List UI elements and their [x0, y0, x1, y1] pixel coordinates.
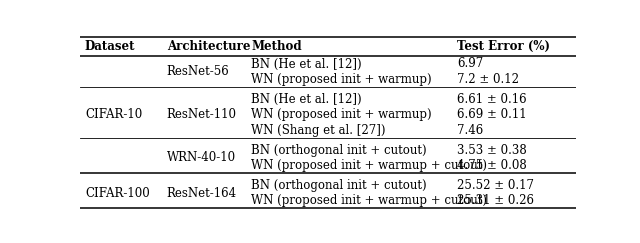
Text: Test Error (%): Test Error (%): [457, 40, 550, 53]
Text: BN (orthogonal init + cutout): BN (orthogonal init + cutout): [251, 179, 427, 192]
Text: CIFAR-100: CIFAR-100: [85, 187, 150, 200]
Text: WN (proposed init + warmup + cutout): WN (proposed init + warmup + cutout): [251, 159, 487, 172]
Text: 4.75 ± 0.08: 4.75 ± 0.08: [457, 159, 527, 172]
Text: BN (He et al. [12]): BN (He et al. [12]): [251, 93, 362, 106]
Text: 6.61 ± 0.16: 6.61 ± 0.16: [457, 93, 527, 106]
Text: 6.97: 6.97: [457, 57, 483, 70]
Text: 25.52 ± 0.17: 25.52 ± 0.17: [457, 179, 534, 192]
Text: Dataset: Dataset: [85, 40, 136, 53]
Text: ResNet-56: ResNet-56: [167, 65, 230, 78]
Text: Method: Method: [251, 40, 301, 53]
Text: WN (proposed init + warmup): WN (proposed init + warmup): [251, 73, 432, 86]
Text: 3.53 ± 0.38: 3.53 ± 0.38: [457, 144, 527, 156]
Text: 7.2 ± 0.12: 7.2 ± 0.12: [457, 73, 519, 86]
Text: CIFAR-10: CIFAR-10: [85, 108, 142, 121]
Text: BN (orthogonal init + cutout): BN (orthogonal init + cutout): [251, 144, 427, 156]
Text: 6.69 ± 0.11: 6.69 ± 0.11: [457, 108, 527, 121]
Text: ResNet-110: ResNet-110: [167, 108, 237, 121]
Text: WN (Shang et al. [27]): WN (Shang et al. [27]): [251, 123, 386, 137]
Text: WRN-40-10: WRN-40-10: [167, 151, 236, 164]
Text: ResNet-164: ResNet-164: [167, 187, 237, 200]
Text: WN (proposed init + warmup + cutout): WN (proposed init + warmup + cutout): [251, 194, 487, 207]
Text: 7.46: 7.46: [457, 123, 483, 137]
Text: Architecture: Architecture: [167, 40, 250, 53]
Text: WN (proposed init + warmup): WN (proposed init + warmup): [251, 108, 432, 121]
Text: BN (He et al. [12]): BN (He et al. [12]): [251, 57, 362, 70]
Text: 25.31 ± 0.26: 25.31 ± 0.26: [457, 194, 534, 207]
